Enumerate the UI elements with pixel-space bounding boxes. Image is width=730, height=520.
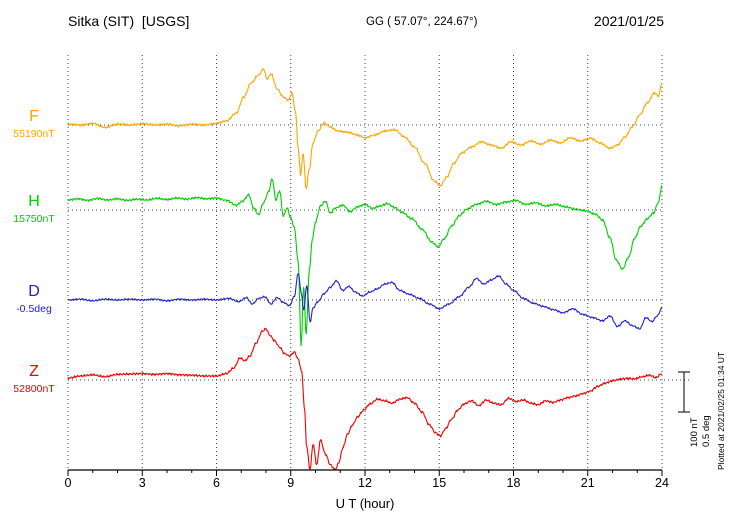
scale-deg-label: 0.5 deg — [701, 415, 712, 447]
x-tick-label-0: 0 — [64, 476, 72, 490]
channel-value-F: 55190nT — [13, 128, 55, 140]
x-tick-label-9: 9 — [287, 476, 295, 490]
channel-label-F: F 55190nT — [4, 109, 64, 140]
x-tick-label-21: 21 — [580, 476, 595, 490]
x-tick-label-24: 24 — [655, 476, 669, 490]
x-tick-label-6: 6 — [213, 476, 220, 490]
x-tick-label-15: 15 — [432, 476, 447, 490]
channel-value-Z: 52800nT — [13, 383, 55, 395]
scale-bar-label: 100 nT 0.5 deg — [689, 375, 715, 447]
trace-F — [67, 67, 663, 190]
geo-coordinates: GG ( 57.07°, 224.67°) — [366, 16, 478, 28]
x-tick-label-3: 3 — [138, 476, 146, 490]
scale-nt-label: 100 nT — [689, 417, 700, 447]
channel-letter-Z: Z — [29, 363, 39, 380]
x-tick-label-12: 12 — [358, 476, 372, 490]
x-tick-label-18: 18 — [506, 476, 521, 490]
page-title: Sitka (SIT) [USGS] — [68, 13, 190, 29]
channel-label-H: H 15750nT — [4, 194, 64, 225]
trace-D — [67, 273, 663, 330]
channel-value-H: 15750nT — [13, 213, 55, 225]
channel-label-Z: Z 52800nT — [4, 364, 64, 395]
plotted-at-note: Plotted at 2021/02/25 01:34 UT — [716, 351, 726, 470]
trace-Z — [67, 327, 662, 470]
channel-letter-F: F — [29, 108, 39, 125]
trace-H — [67, 178, 663, 347]
channel-letter-H: H — [28, 193, 40, 210]
channel-letter-D: D — [28, 283, 40, 300]
x-axis-label: U T (hour) — [335, 496, 395, 511]
channel-value-D: -0.5deg — [16, 303, 52, 315]
channel-label-D: D -0.5deg — [4, 284, 64, 315]
plot-date: 2021/01/25 — [593, 13, 664, 29]
